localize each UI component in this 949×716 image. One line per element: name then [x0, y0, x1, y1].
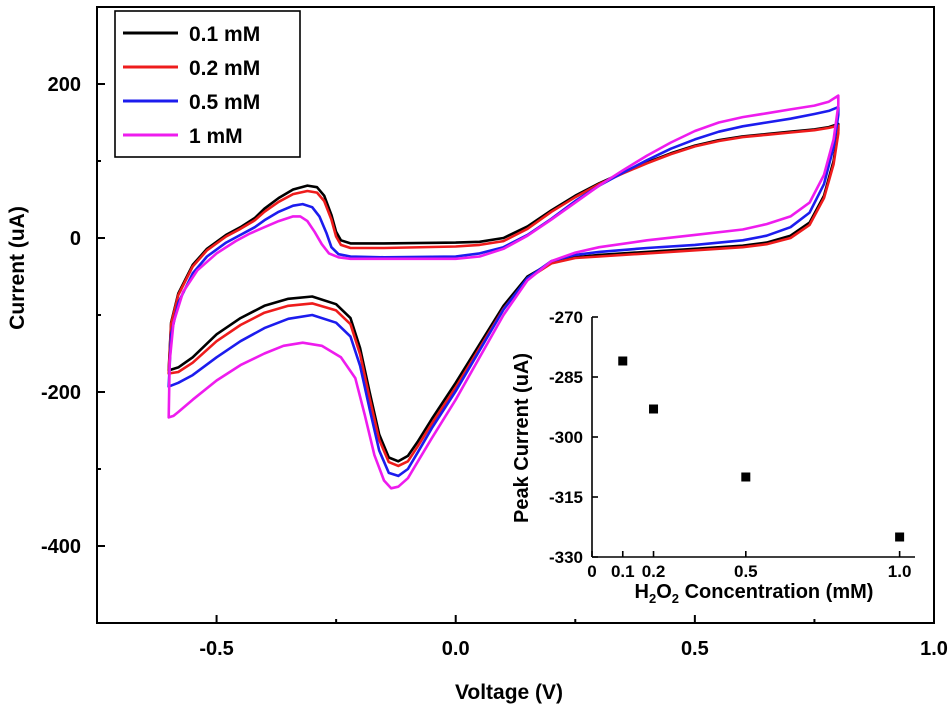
inset-x-label-o: O — [656, 581, 672, 603]
y-tick-label: -200 — [41, 382, 81, 404]
y-tick-label: 0 — [70, 228, 81, 250]
inset-y-tick-label: -270 — [549, 308, 583, 327]
y-tick-label: -400 — [41, 536, 81, 558]
x-tick-label: -0.5 — [199, 638, 233, 660]
inset-y-axis-label: Peak Current (uA) — [511, 353, 533, 523]
inset-x-tick-label: 0.1 — [611, 562, 635, 581]
main-x-axis-label: Voltage (V) — [455, 681, 563, 704]
inset-x-tick-label: 0.5 — [734, 562, 758, 581]
inset-x-label-h: H — [635, 581, 649, 603]
legend-label-2: 0.5 mM — [189, 91, 260, 114]
legend-label-1: 0.2 mM — [189, 57, 260, 80]
inset-y-tick-label: -315 — [549, 488, 583, 507]
inset-x-label-sub-2b: 2 — [672, 591, 679, 606]
inset-data-point — [895, 532, 905, 542]
inset-x-tick-label: 1.0 — [888, 562, 912, 581]
inset-data-point — [741, 472, 751, 482]
inset-background — [592, 317, 915, 557]
legend-label-0: 0.1 mM — [189, 23, 260, 46]
inset-data-point — [649, 404, 659, 414]
series-line-2 — [167, 105, 840, 478]
legend-box — [114, 10, 301, 158]
series-line-1 — [167, 124, 840, 468]
inset-y-tick-label: -330 — [549, 548, 583, 567]
inset-x-tick-label: 0.2 — [642, 562, 666, 581]
inset-x-tick-label: 0 — [587, 562, 596, 581]
inset-x-label-rest: Concentration (mM) — [679, 581, 873, 603]
main-curves — [167, 94, 840, 490]
inset-y-tick-label: -285 — [549, 368, 583, 387]
x-tick-label: 0.0 — [442, 638, 470, 660]
series-line-3 — [167, 94, 840, 490]
x-tick-label: 0.5 — [681, 638, 709, 660]
y-tick-label: 200 — [48, 74, 81, 96]
legend: 0.1 mM 0.2 mM 0.5 mM 1 mM — [114, 10, 301, 158]
inset-points — [618, 356, 905, 542]
x-tick-label: 1.0 — [920, 638, 948, 660]
inset-x-axis-label: H2O2 Concentration (mM) — [635, 581, 874, 606]
inset-data-point — [618, 356, 628, 366]
main-axis-ticks: -0.5 0.0 0.5 1.0 -400 -200 0 200 — [41, 6, 948, 660]
inset-y-tick-label: -300 — [549, 428, 583, 447]
legend-label-3: 1 mM — [189, 125, 243, 148]
main-y-axis-label: Current (uA) — [6, 206, 29, 330]
inset-x-label-sub-2a: 2 — [649, 591, 656, 606]
